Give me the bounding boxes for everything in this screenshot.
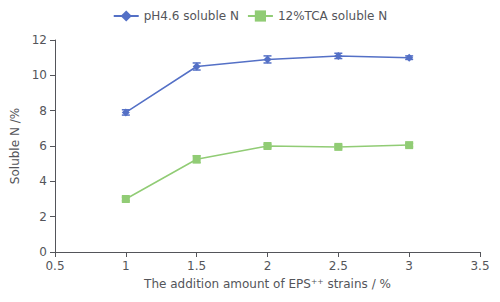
svg-text:2: 2 xyxy=(39,210,47,224)
svg-text:12%TCA soluble N: 12%TCA soluble N xyxy=(278,9,387,23)
svg-text:1: 1 xyxy=(122,259,130,273)
svg-text:0.5: 0.5 xyxy=(45,259,64,273)
svg-text:3.5: 3.5 xyxy=(470,259,489,273)
svg-text:2: 2 xyxy=(264,259,272,273)
svg-text:8: 8 xyxy=(39,104,47,118)
svg-text:0: 0 xyxy=(39,245,47,259)
svg-text:12: 12 xyxy=(32,33,47,47)
svg-text:pH4.6 soluble N: pH4.6 soluble N xyxy=(144,9,239,23)
svg-text:10: 10 xyxy=(32,68,47,82)
svg-text:6: 6 xyxy=(39,139,47,153)
svg-text:The addition amount of EPS⁺⁺ s: The addition amount of EPS⁺⁺ strains / % xyxy=(143,277,391,291)
svg-text:4: 4 xyxy=(39,174,47,188)
svg-text:1.5: 1.5 xyxy=(187,259,206,273)
svg-text:Soluble N /%: Soluble N /% xyxy=(8,108,22,184)
svg-text:2.5: 2.5 xyxy=(329,259,348,273)
svg-text:3: 3 xyxy=(405,259,413,273)
